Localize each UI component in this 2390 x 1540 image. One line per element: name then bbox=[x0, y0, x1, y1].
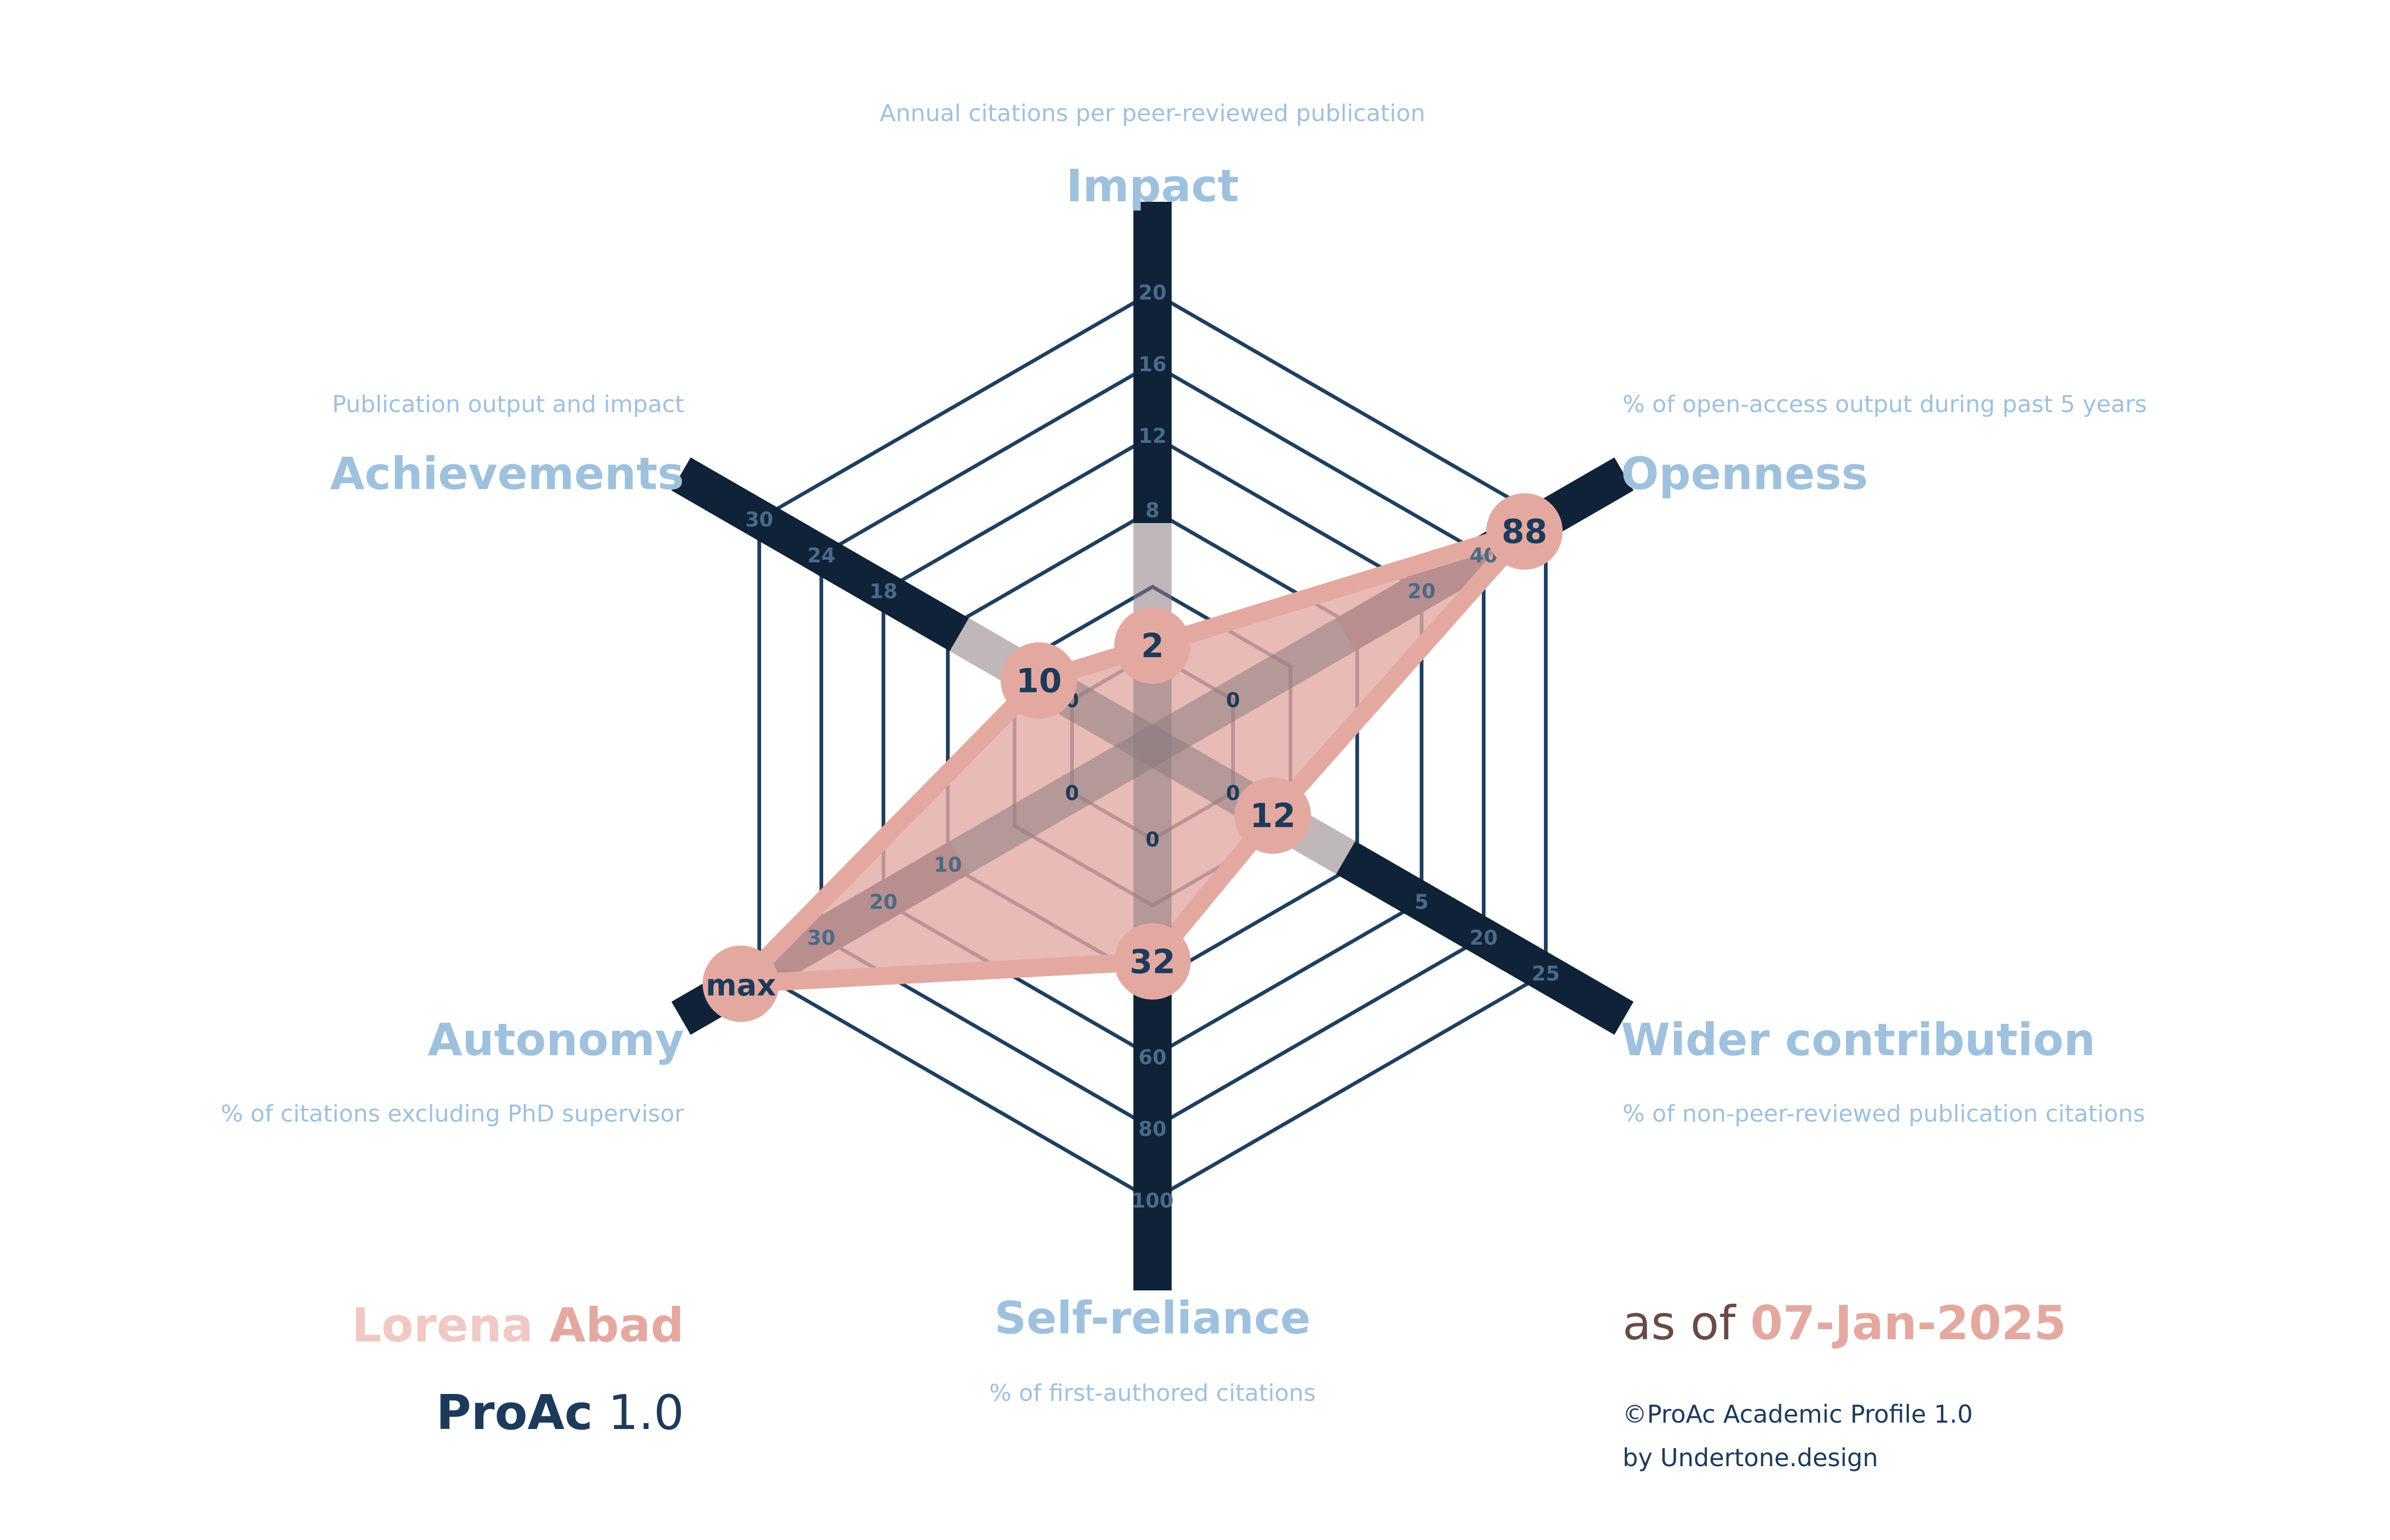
tick-label: 80 bbox=[1139, 1117, 1167, 1141]
data-point bbox=[1486, 493, 1563, 570]
data-label: 88 bbox=[1501, 512, 1547, 551]
axis-subtitle-impact: Annual citations per peer-reviewed publi… bbox=[880, 100, 1426, 127]
tick-label: 60 bbox=[1139, 1046, 1167, 1069]
data-point bbox=[702, 945, 779, 1022]
as-of-date: as of 07-Jan-2025 bbox=[1623, 1300, 2067, 1347]
radar-ticks: 8121620020406005202506080100010203040018… bbox=[745, 281, 1560, 1212]
axis-subtitle-autonomy: % of citations excluding PhD supervisor bbox=[220, 1100, 684, 1127]
tick-label: 16 bbox=[1139, 353, 1167, 376]
axis-subtitle-self-reliance: % of first-authored citations bbox=[989, 1380, 1316, 1407]
axis-bar-2 bbox=[1336, 841, 1634, 1035]
tick-label: 100 bbox=[1131, 1189, 1173, 1212]
tick-label: 20 bbox=[1470, 926, 1498, 949]
data-label: 2 bbox=[1141, 627, 1164, 665]
tick-label: 25 bbox=[1532, 962, 1560, 986]
profile-name: Lorena Abad bbox=[352, 1302, 684, 1349]
data-label: 32 bbox=[1130, 942, 1175, 981]
tick-label: 5 bbox=[1414, 891, 1428, 914]
tick-label: 20 bbox=[1407, 580, 1436, 603]
axis-title-impact: Impact bbox=[1066, 160, 1239, 212]
tick-label-zero: 0 bbox=[1065, 782, 1079, 805]
axis-title-autonomy: Autonomy bbox=[428, 1014, 684, 1066]
tick-label-zero: 0 bbox=[1226, 689, 1240, 712]
axis-title-wider-contribution: Wider contribution bbox=[1621, 1014, 2096, 1066]
tick-label: 20 bbox=[1139, 281, 1167, 304]
tick-label: 30 bbox=[807, 926, 835, 949]
tick-label: 10 bbox=[934, 853, 962, 877]
data-point bbox=[1234, 777, 1311, 854]
tick-label: 30 bbox=[745, 508, 773, 532]
profile-last-name: Abad bbox=[549, 1298, 684, 1353]
axis-title-achievements: Achievements bbox=[330, 448, 684, 500]
profile-first-name: Lorena bbox=[352, 1298, 533, 1353]
data-label: 10 bbox=[1016, 662, 1062, 700]
axis-bar-5 bbox=[671, 457, 969, 652]
axis-spoke-1 bbox=[1143, 618, 1355, 763]
data-label: max bbox=[706, 969, 776, 1003]
axis-title-openness: Openness bbox=[1621, 448, 1868, 500]
brand-version: 1.0 bbox=[608, 1385, 684, 1441]
axis-subtitle-achievements: Publication output and impact bbox=[332, 391, 684, 418]
tick-label-zero: 0 bbox=[1146, 828, 1159, 851]
axis-subtitle-wider-contribution: % of non-peer-reviewed publication citat… bbox=[1623, 1100, 2145, 1127]
tick-label: 18 bbox=[869, 580, 898, 603]
as-of-prefix: as of bbox=[1623, 1296, 1736, 1350]
tick-label: 8 bbox=[1146, 499, 1159, 522]
brand-product: ProAc bbox=[436, 1385, 593, 1441]
data-point bbox=[1114, 923, 1191, 1000]
axis-spoke-4 bbox=[950, 729, 1162, 875]
tick-label: 20 bbox=[869, 891, 898, 914]
copyright-text: ©ProAc Academic Profile 1.0 bbox=[1623, 1400, 1973, 1428]
tick-label: 12 bbox=[1139, 424, 1167, 448]
data-label: 12 bbox=[1250, 797, 1295, 835]
as-of-value: 07-Jan-2025 bbox=[1750, 1296, 2067, 1350]
data-point bbox=[1001, 642, 1078, 719]
credit-text: by Undertone.design bbox=[1623, 1443, 1879, 1472]
axis-subtitle-openness: % of open-access output during past 5 ye… bbox=[1623, 391, 2147, 418]
brand-mark: ProAc 1.0 bbox=[436, 1389, 684, 1437]
tick-label: 24 bbox=[807, 544, 835, 567]
axis-title-self-reliance: Self-reliance bbox=[994, 1292, 1311, 1344]
data-point bbox=[1114, 607, 1191, 684]
radar-markers: 2 88 12 32 max 10 bbox=[702, 493, 1563, 1022]
